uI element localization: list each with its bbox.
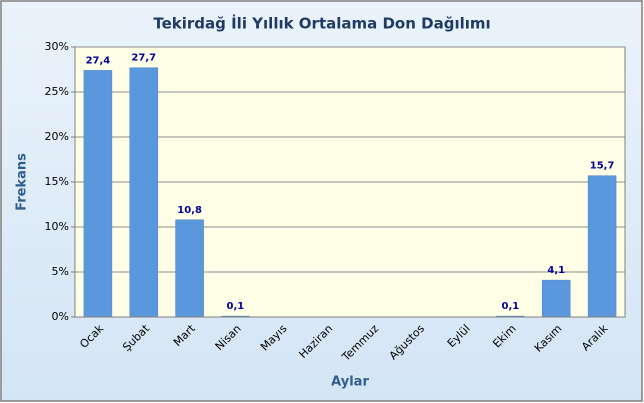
bar [542,279,571,318]
y-tick-label: 10% [45,220,69,233]
y-tick-label: 0% [52,310,69,323]
y-tick-label: 25% [45,85,69,98]
bar [587,175,617,318]
value-label: 10,8 [177,205,202,216]
value-label: 27,7 [131,53,156,64]
bar [129,67,158,318]
value-label: 0,1 [502,301,520,312]
y-axis-title: Frekans [15,153,30,211]
bar [175,219,204,318]
chart-title: Tekirdağ İli Yıllık Ortalama Don Dağılım… [153,14,490,33]
value-label: 27,4 [86,55,111,66]
x-axis-title: Aylar [331,375,369,390]
bar [83,70,113,318]
value-label: 15,7 [590,161,615,172]
value-label: 0,1 [227,301,245,312]
y-tick-label: 30% [45,40,69,53]
y-tick-label: 20% [45,130,69,143]
y-tick-label: 5% [52,265,69,278]
y-tick-label: 15% [45,175,69,188]
value-label: 4,1 [547,265,565,276]
